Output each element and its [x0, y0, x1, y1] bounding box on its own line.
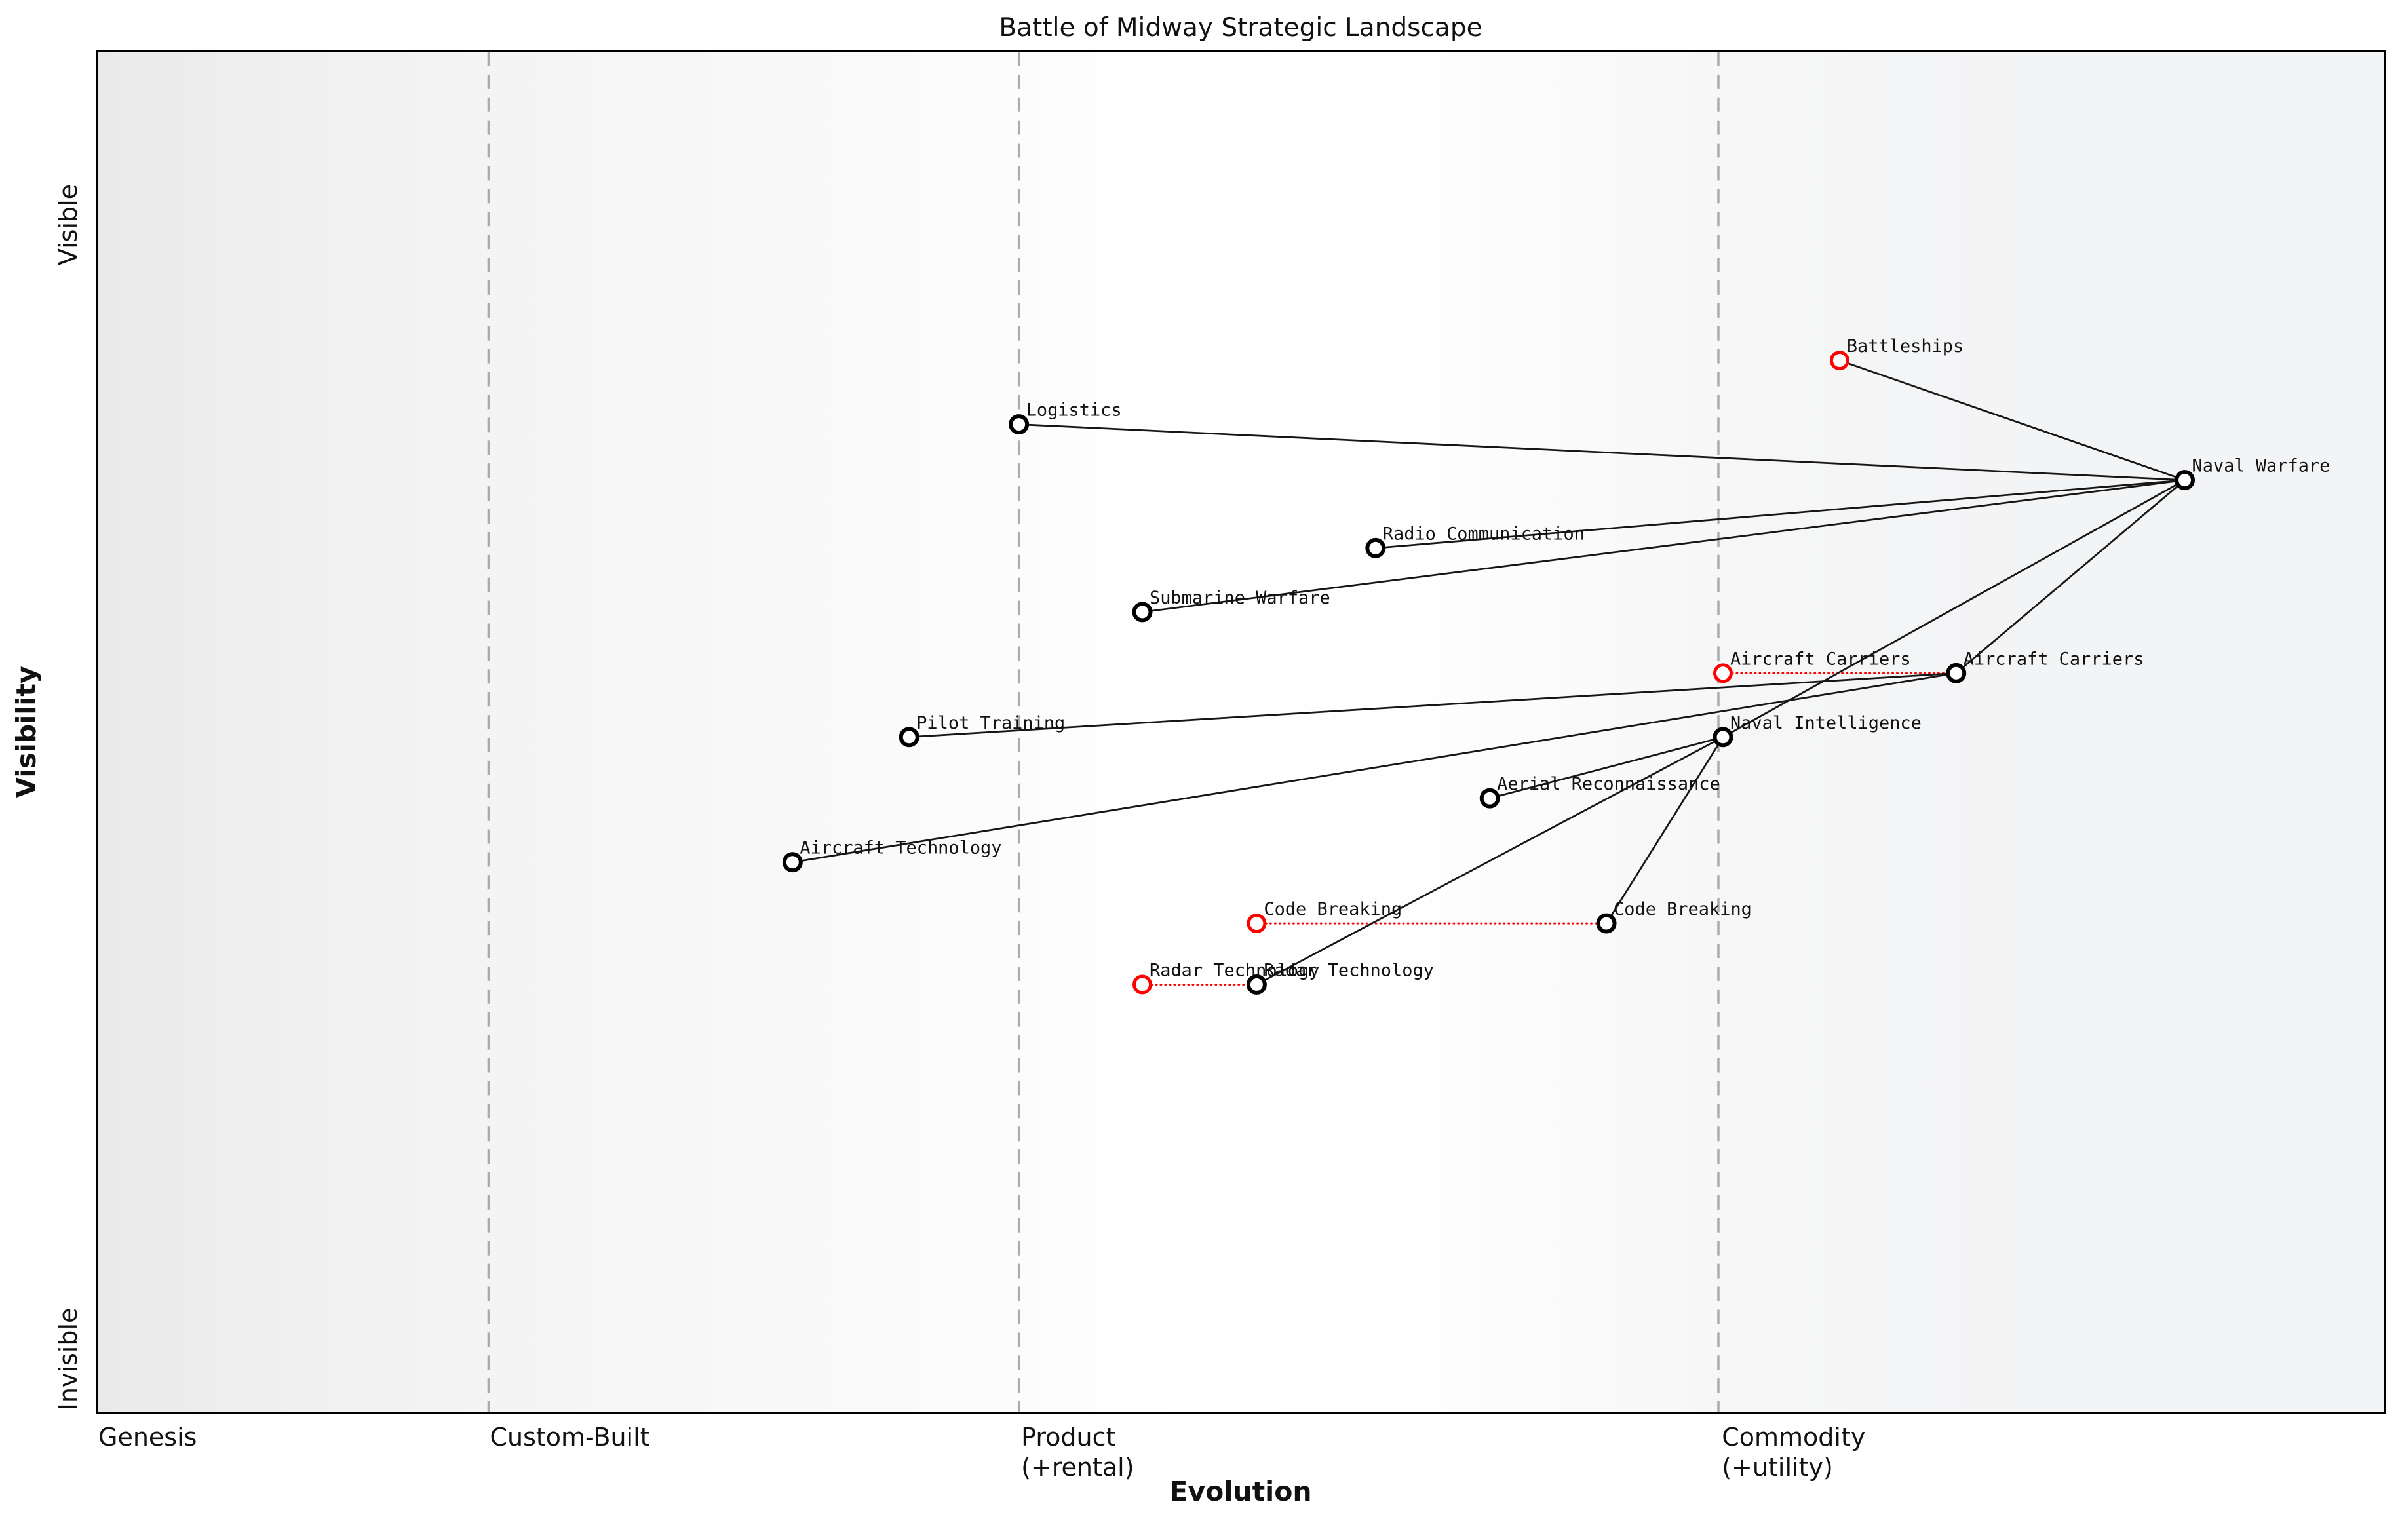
edge-aircraft_carriers--naval_warfare	[1955, 479, 2186, 674]
node-label-battleships: Battleships	[1847, 336, 1964, 356]
node-radar_technology	[1246, 974, 1267, 995]
node-naval_warfare	[2175, 470, 2196, 491]
node-aircraft_technology	[782, 852, 803, 873]
node-label-naval_warfare: Naval Warfare	[2192, 456, 2331, 476]
node-code_breaking_source	[1247, 914, 1267, 934]
node-label-aerial_reconnaissance: Aerial Reconnaissance	[1497, 774, 1720, 794]
node-logistics	[1009, 414, 1030, 435]
node-label-submarine_warfare: Submarine Warfare	[1150, 588, 1330, 608]
plot-area: Naval Warfare Battleships Logistics Radio C…	[96, 50, 2386, 1414]
x-axis-title: Evolution	[1169, 1476, 1312, 1507]
node-label-code_breaking_source: Code Breaking	[1264, 899, 1402, 919]
node-label-aircraft_carriers: Aircraft Carriers	[1964, 649, 2144, 669]
y-axis-title: Visibility	[10, 666, 42, 798]
node-battleships	[1829, 351, 1849, 370]
node-label-naval_intelligence: Naval Intelligence	[1730, 713, 1922, 733]
stage-label-genesis: Genesis	[98, 1423, 197, 1452]
node-radio_communication	[1365, 537, 1386, 558]
edge-naval_intelligence--naval_warfare	[1722, 479, 2186, 739]
node-label-pilot_training: Pilot Training	[916, 713, 1065, 733]
edge-aircraft_technology--aircraft_carriers	[792, 672, 1956, 864]
edge-logistics--naval_warfare	[1018, 423, 2185, 482]
node-label-radar_technology_source: Radar Technology	[1150, 961, 1319, 981]
node-aircraft_carriers_source	[1713, 663, 1733, 683]
edge-pilot_training--aircraft_carriers	[909, 672, 1956, 739]
node-label-code_breaking: Code Breaking	[1614, 899, 1752, 919]
node-aircraft_carriers	[1946, 663, 1967, 683]
node-label-radio_communication: Radio Communication	[1383, 524, 1585, 544]
node-pilot_training	[899, 727, 919, 748]
node-submarine_warfare	[1132, 602, 1153, 623]
stage-label-custom-built: Custom-Built	[490, 1423, 650, 1452]
chart-title: Battle of Midway Strategic Landscape	[999, 13, 1482, 43]
node-radar_technology_source	[1132, 974, 1152, 995]
edge-battleships--naval_warfare	[1839, 359, 2186, 481]
y-axis-bottom-label: Invisible	[54, 1307, 83, 1411]
node-label-radar_technology: Radar Technology	[1264, 961, 1433, 981]
edge-submarine_warfare--naval_warfare	[1142, 479, 2185, 613]
node-aerial_reconnaissance	[1479, 788, 1500, 809]
edge-radio_communication--naval_warfare	[1375, 479, 2185, 549]
edge-radar_technology--naval_intelligence	[1256, 736, 1724, 986]
edge-aerial_reconnaissance--naval_intelligence	[1489, 736, 1724, 799]
y-axis-top-label: Visible	[54, 183, 83, 266]
map-canvas: Naval Warfare Battleships Logistics Radio C…	[487, 52, 2331, 1412]
node-code_breaking	[1596, 913, 1617, 934]
node-label-aircraft_carriers_source: Aircraft Carriers	[1730, 649, 1911, 669]
node-naval_intelligence	[1713, 727, 1733, 748]
stage-label-commodity: Commodity (+utility)	[1722, 1423, 1866, 1482]
stage-label-product: Product (+rental)	[1021, 1423, 1134, 1482]
edge-code_breaking--naval_intelligence	[1605, 737, 1724, 924]
node-label-aircraft_technology: Aircraft Technology	[800, 838, 1001, 858]
node-label-logistics: Logistics	[1026, 400, 1122, 421]
